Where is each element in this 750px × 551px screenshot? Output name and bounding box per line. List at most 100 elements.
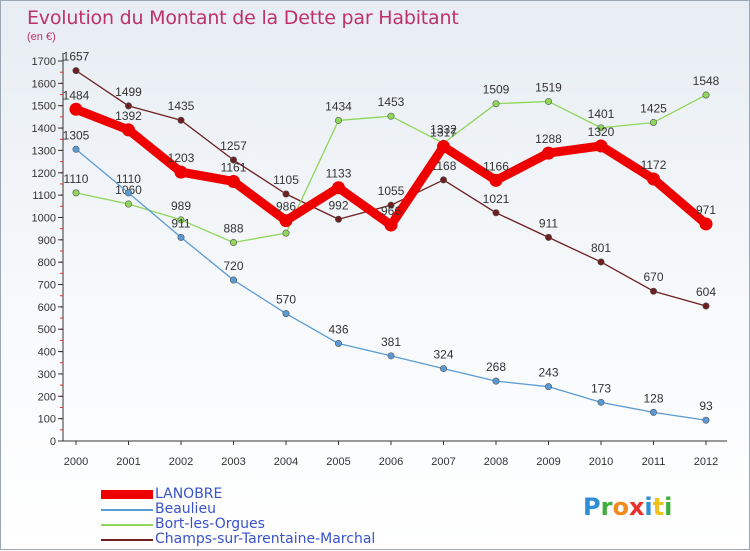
data-point-bort-les-orgues bbox=[544, 97, 552, 105]
y-tick-label: 600 bbox=[38, 302, 56, 314]
data-label-bort-les-orgues: 1425 bbox=[640, 101, 667, 115]
logo-letter: t bbox=[652, 493, 665, 521]
data-label-beaulieu: 570 bbox=[276, 293, 296, 307]
data-point-bort-les-orgues bbox=[230, 239, 238, 247]
data-label-beaulieu: 268 bbox=[486, 360, 506, 374]
x-tick-label: 2007 bbox=[431, 456, 455, 468]
data-label-beaulieu: 128 bbox=[643, 391, 663, 405]
data-point-champs-sur-tarentaine-marchal bbox=[125, 102, 133, 110]
logo-letter: P bbox=[583, 493, 601, 521]
data-point-champs-sur-tarentaine-marchal bbox=[177, 116, 185, 124]
data-label-bort-les-orgues: 1401 bbox=[588, 107, 615, 121]
data-point-lanobre bbox=[594, 139, 608, 153]
data-point-beaulieu bbox=[177, 233, 185, 241]
data-point-beaulieu bbox=[334, 340, 342, 348]
data-label-beaulieu: 1110 bbox=[116, 172, 141, 186]
x-tick-label: 2000 bbox=[64, 456, 88, 468]
data-label-champs-sur-tarentaine-marchal: 1055 bbox=[378, 184, 405, 198]
y-tick-label: 1700 bbox=[32, 56, 56, 68]
data-label-lanobre: 1203 bbox=[168, 151, 195, 165]
logo-letter: i bbox=[644, 493, 653, 521]
logo-letter: o bbox=[612, 493, 629, 521]
data-point-beaulieu bbox=[702, 416, 710, 424]
data-label-bort-les-orgues: 888 bbox=[223, 222, 243, 236]
data-point-lanobre bbox=[489, 173, 503, 187]
data-label-beaulieu: 93 bbox=[699, 399, 713, 413]
x-tick-label: 2005 bbox=[326, 456, 350, 468]
y-tick-label: 1300 bbox=[32, 145, 56, 157]
data-point-beaulieu bbox=[72, 145, 80, 153]
data-point-lanobre bbox=[227, 174, 240, 188]
data-label-beaulieu: 911 bbox=[171, 216, 190, 230]
legend-swatch bbox=[101, 490, 153, 499]
legend-label: Bort-les-Orgues bbox=[155, 516, 265, 532]
data-label-champs-sur-tarentaine-marchal: 1105 bbox=[273, 173, 299, 187]
data-point-champs-sur-tarentaine-marchal bbox=[334, 215, 342, 223]
data-label-lanobre: 1133 bbox=[326, 167, 352, 181]
data-label-bort-les-orgues: 1332 bbox=[430, 122, 457, 136]
y-unit-label: (en €) bbox=[27, 31, 56, 43]
data-point-beaulieu bbox=[439, 365, 447, 373]
data-label-beaulieu: 324 bbox=[433, 348, 453, 362]
data-point-beaulieu bbox=[230, 276, 238, 284]
x-tick-label: 2012 bbox=[694, 456, 718, 468]
data-label-beaulieu: 1305 bbox=[63, 128, 90, 142]
data-point-lanobre bbox=[279, 214, 293, 228]
logo-letter: x bbox=[628, 493, 645, 521]
y-tick-label: 900 bbox=[38, 235, 56, 247]
data-label-lanobre: 1161 bbox=[221, 160, 247, 174]
data-point-beaulieu bbox=[649, 408, 657, 416]
data-label-bort-les-orgues: 1453 bbox=[378, 95, 405, 109]
logo-letter: r bbox=[600, 493, 613, 521]
data-point-bort-les-orgues bbox=[125, 200, 133, 208]
data-point-bort-les-orgues bbox=[492, 100, 500, 108]
y-tick-label: 1400 bbox=[32, 123, 56, 135]
data-point-champs-sur-tarentaine-marchal bbox=[649, 287, 657, 295]
data-label-champs-sur-tarentaine-marchal: 801 bbox=[591, 241, 611, 255]
y-tick-label: 1100 bbox=[32, 190, 56, 202]
data-point-bort-les-orgues bbox=[387, 112, 395, 120]
data-label-beaulieu: 720 bbox=[223, 259, 243, 273]
data-label-bort-les-orgues: 1110 bbox=[64, 172, 89, 186]
x-tick-label: 2011 bbox=[642, 456, 666, 468]
data-point-lanobre bbox=[647, 172, 660, 186]
y-tick-label: 1600 bbox=[32, 78, 56, 90]
data-label-champs-sur-tarentaine-marchal: 1657 bbox=[63, 50, 90, 64]
data-point-champs-sur-tarentaine-marchal bbox=[597, 258, 605, 266]
legend-label: LANOBRE bbox=[155, 486, 223, 502]
y-tick-label: 300 bbox=[38, 369, 56, 381]
data-label-beaulieu: 173 bbox=[591, 381, 611, 395]
data-point-lanobre bbox=[122, 123, 135, 137]
y-tick-label: 800 bbox=[38, 257, 56, 269]
y-tick-label: 1200 bbox=[32, 168, 56, 180]
data-point-beaulieu bbox=[282, 310, 290, 318]
data-point-beaulieu bbox=[125, 189, 133, 197]
x-tick-label: 2003 bbox=[221, 456, 245, 468]
data-label-lanobre: 1484 bbox=[63, 88, 90, 102]
x-tick-label: 2001 bbox=[116, 456, 140, 468]
data-point-beaulieu bbox=[387, 352, 395, 360]
data-point-champs-sur-tarentaine-marchal bbox=[702, 302, 710, 310]
data-label-champs-sur-tarentaine-marchal: 604 bbox=[696, 285, 716, 299]
data-label-lanobre: 1320 bbox=[588, 125, 615, 139]
data-label-lanobre: 1166 bbox=[483, 159, 509, 173]
data-label-beaulieu: 436 bbox=[328, 323, 348, 337]
data-label-lanobre: 966 bbox=[381, 204, 401, 218]
data-point-champs-sur-tarentaine-marchal bbox=[439, 176, 447, 184]
data-label-champs-sur-tarentaine-marchal: 992 bbox=[328, 198, 348, 212]
x-tick-label: 2004 bbox=[274, 456, 298, 468]
y-tick-label: 100 bbox=[38, 414, 56, 426]
data-label-champs-sur-tarentaine-marchal: 911 bbox=[539, 216, 558, 230]
data-point-lanobre bbox=[174, 165, 188, 179]
y-tick-label: 700 bbox=[38, 280, 56, 292]
data-label-lanobre: 1317 bbox=[430, 126, 457, 140]
data-point-bort-les-orgues bbox=[649, 118, 657, 126]
data-point-beaulieu bbox=[492, 377, 500, 385]
y-tick-label: 1500 bbox=[32, 101, 56, 113]
data-point-lanobre bbox=[332, 181, 345, 195]
data-point-champs-sur-tarentaine-marchal bbox=[387, 201, 395, 209]
x-tick-label: 2002 bbox=[169, 456, 193, 468]
data-label-bort-les-orgues: 1434 bbox=[325, 99, 352, 113]
x-tick-label: 2009 bbox=[536, 456, 560, 468]
